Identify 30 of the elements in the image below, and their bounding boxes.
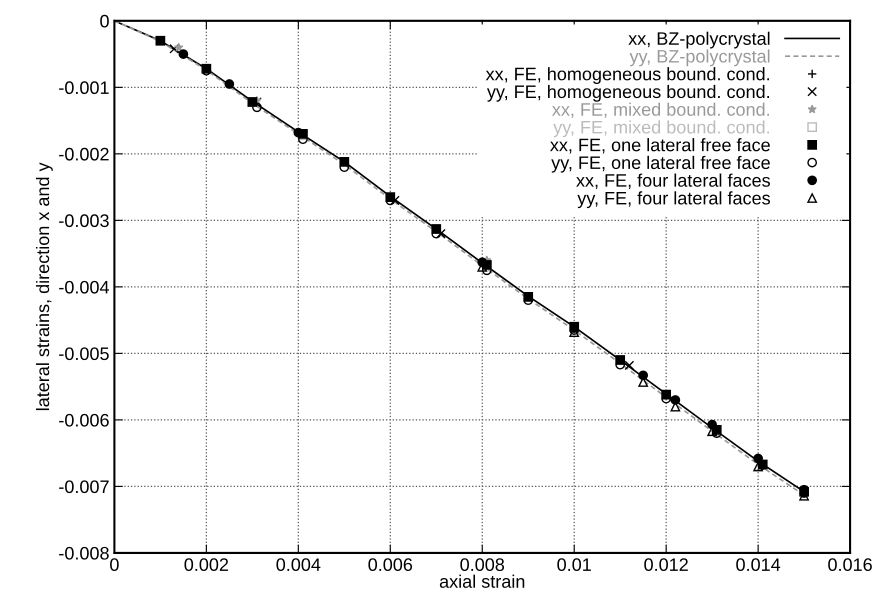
legend-label: xx, FE, one lateral free face: [550, 138, 770, 154]
y-tick-label: -0.005: [59, 347, 109, 360]
legend-label: yy, FE, one lateral free face: [551, 156, 770, 173]
legend-label: xx, BZ-polycrystal: [628, 32, 770, 49]
x-tick-label: 0.012: [644, 558, 688, 572]
legend-label: xx, FE, homogeneous bound. cond.: [486, 67, 770, 84]
y-tick-label: 0: [100, 14, 109, 28]
x-tick-label: 0.004: [276, 558, 320, 572]
y-axis-title: lateral strains, direction x and y: [36, 162, 53, 410]
x-axis-title: axial strain: [440, 574, 524, 588]
x-tick-label: 0.01: [557, 558, 591, 572]
y-tick-label: -0.007: [59, 480, 109, 494]
y-tick-label: -0.006: [59, 414, 109, 427]
y-tick-label: -0.003: [59, 214, 109, 228]
legend-label: yy, FE, mixed bound. cond.: [553, 120, 769, 138]
x-tick-label: 0: [110, 558, 119, 572]
y-tick-label: -0.004: [59, 280, 110, 294]
y-tick-label: -0.001: [59, 81, 109, 94]
legend-label: xx, FE, four lateral faces: [576, 174, 770, 189]
x-tick-label: 0.006: [368, 558, 412, 572]
x-tick-label: 0.014: [736, 558, 780, 572]
y-tick-label: -0.002: [59, 148, 109, 161]
y-tick-label: -0.008: [59, 546, 109, 560]
legend-label: yy, BZ-polycrystal: [630, 49, 770, 66]
x-tick-label: 0.002: [184, 558, 228, 572]
legend-label: yy, FE, four lateral faces: [577, 191, 770, 208]
x-tick-label: 0.008: [460, 558, 504, 572]
x-tick-label: 0.016: [828, 558, 872, 572]
legend-label: xx, FE, mixed bound. cond.: [552, 102, 769, 118]
legend-label: yy, FE, homogeneous bound. cond.: [486, 84, 770, 102]
